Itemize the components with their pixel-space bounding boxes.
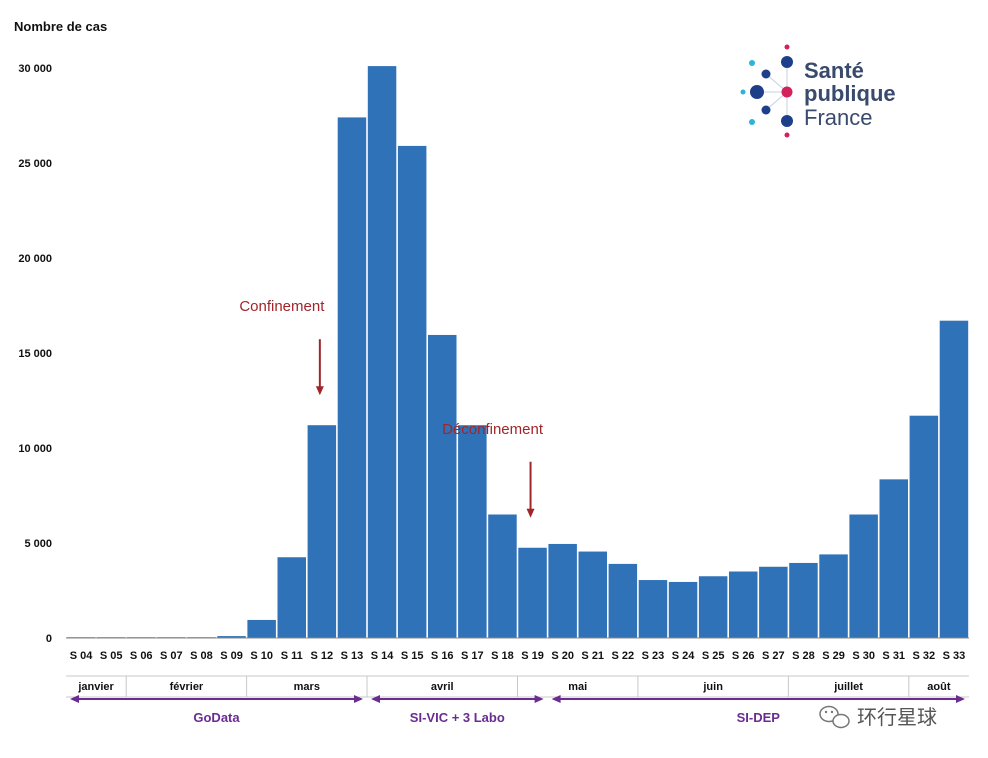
watermark: 环行星球	[819, 705, 937, 729]
x-tick-label: S 08	[190, 650, 213, 662]
x-tick-label: S 06	[130, 650, 153, 662]
month-labels: janvier février mars avril mai juin juillet aoû…	[77, 676, 951, 697]
bar-s12	[307, 425, 337, 638]
source-label: SI-VIC + 3 Labo	[410, 710, 505, 725]
logo-line3: France	[804, 105, 872, 130]
bar-s17	[458, 425, 487, 638]
x-tick-label: S 16	[431, 650, 454, 662]
x-tick-label: S 23	[642, 650, 665, 662]
bar-s31	[879, 479, 908, 638]
x-tick-label: S 05	[100, 650, 123, 662]
x-tick-label: S 18	[491, 650, 514, 662]
bar-s15	[397, 145, 427, 638]
x-tick-label: S 29	[822, 650, 845, 662]
bar-s25	[698, 576, 728, 638]
logo: Santé publique France	[740, 44, 896, 138]
y-tick-label: 20 000	[18, 253, 52, 265]
bar-s20	[548, 543, 577, 638]
x-tick-label: S 19	[521, 650, 544, 662]
logo-line1: Santé	[804, 58, 864, 83]
y-tick-label: 25 000	[18, 158, 52, 170]
month-label: février	[170, 681, 204, 693]
month-label: mars	[294, 681, 320, 693]
x-tick-label: S 32	[913, 650, 936, 662]
bars	[66, 66, 969, 639]
source-arrowhead-left	[70, 695, 79, 703]
annotation-label: Confinement	[239, 298, 325, 315]
x-tick-label: S 12	[311, 650, 334, 662]
bar-s27	[759, 566, 788, 638]
bar-s09	[217, 636, 246, 638]
x-tick-label: S 04	[70, 650, 94, 662]
month-label: avril	[431, 681, 454, 693]
bar-s21	[578, 551, 607, 638]
logo-icon	[740, 44, 793, 138]
annotation-label: Déconfinement	[442, 421, 544, 438]
x-tick-label: S 17	[461, 650, 484, 662]
y-tick-label: 10 000	[18, 443, 52, 455]
x-tick-label: S 28	[792, 650, 815, 662]
annotation-arrowhead	[315, 386, 324, 396]
source-arrowhead-right	[354, 695, 363, 703]
x-tick-label: S 10	[250, 650, 273, 662]
watermark-text: 环行星球	[857, 706, 937, 729]
x-tick-label: S 14	[371, 650, 395, 662]
source-arrowhead-left	[551, 695, 561, 703]
x-tick-label: S 31	[882, 650, 905, 662]
y-tick-label: 0	[46, 633, 52, 645]
bar-s24	[668, 581, 698, 638]
y-tick-label: 15 000	[18, 348, 52, 360]
bar-s29	[819, 554, 848, 638]
source-arrowhead-left	[371, 695, 380, 703]
x-tick-label: S 09	[220, 650, 243, 662]
month-label: janvier	[77, 681, 114, 693]
bar-s23	[638, 580, 668, 638]
bar-s13	[337, 117, 367, 638]
source-labels: GoData SI-VIC + 3 Labo SI-DEP	[70, 695, 965, 725]
y-tick-label: 30 000	[18, 63, 52, 75]
source-label: SI-DEP	[737, 710, 781, 725]
x-tick-label: S 11	[281, 650, 303, 662]
bar-s14	[367, 66, 397, 639]
y-tick-labels: 0 5 000 10 000 15 000 20 000 25 000 30 000	[18, 63, 52, 645]
bar-s30	[849, 514, 878, 638]
month-label: juin	[702, 681, 723, 693]
bar-s26	[729, 571, 758, 638]
source-arrowhead-right	[534, 695, 544, 703]
x-tick-label: S 13	[341, 650, 364, 662]
bar-s10	[247, 619, 276, 638]
x-tick-label: S 20	[551, 650, 574, 662]
bar-s19	[518, 547, 547, 638]
annotation-arrowhead	[526, 508, 535, 518]
bar-s33	[939, 320, 969, 638]
bar-s22	[608, 563, 638, 638]
source-arrowhead-right	[956, 695, 965, 703]
x-tick-label: S 33	[943, 650, 966, 662]
y-axis-label: Nombre de cas	[14, 19, 107, 34]
logo-line2: publique	[804, 81, 896, 106]
annotations: Confinement Déconfinement	[239, 298, 544, 518]
x-tick-label: S 22	[612, 650, 635, 662]
x-tick-label: S 07	[160, 650, 183, 662]
x-tick-label: S 30	[852, 650, 875, 662]
month-label: août	[927, 681, 951, 693]
bar-s11	[277, 557, 306, 638]
x-tick-labels: S 04 S 05 S 06 S 07 S 08 S 09 S 10 S 11 S 12 S 13…	[70, 650, 966, 662]
bar-s16	[428, 334, 457, 638]
x-tick-label: S 15	[401, 650, 424, 662]
wechat-icon	[819, 705, 850, 729]
bar-s18	[488, 514, 517, 638]
x-tick-label: S 25	[702, 650, 725, 662]
bar-s32	[909, 415, 939, 638]
x-tick-label: S 24	[672, 650, 696, 662]
x-tick-label: S 26	[732, 650, 755, 662]
y-tick-label: 5 000	[24, 538, 52, 550]
x-tick-label: S 27	[762, 650, 785, 662]
x-tick-label: S 21	[581, 650, 604, 662]
bar-s28	[789, 562, 818, 638]
month-label: juillet	[833, 681, 863, 693]
month-label: mai	[568, 681, 587, 693]
source-label: GoData	[193, 710, 240, 725]
